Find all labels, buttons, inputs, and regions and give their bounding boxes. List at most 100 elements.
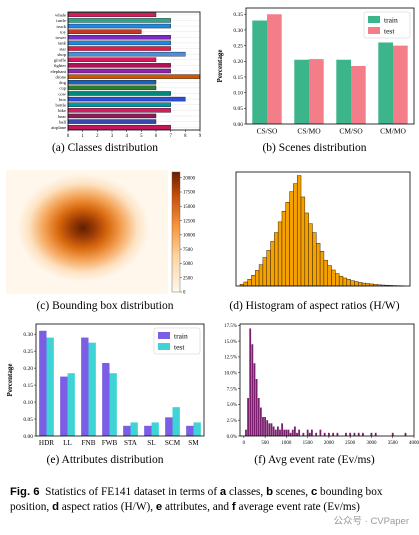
- event-rate-bar: [279, 429, 281, 436]
- bounding-box-heatmap: 0 2500 5000 7500 10000 12500 15000 17500 20000: [6, 170, 196, 296]
- category-label-HDR: HDR: [39, 439, 54, 447]
- x-tick-label: 500: [261, 441, 269, 446]
- histogram-bar: [312, 232, 317, 287]
- bar-test-CM/MO: [393, 45, 408, 124]
- figure-label: Fig. 6: [10, 486, 40, 498]
- event-rate-bar: [345, 432, 347, 436]
- category-label-bear: bear: [58, 114, 66, 119]
- bar-bike: [67, 108, 171, 113]
- caption-panel-letter: c: [310, 486, 318, 498]
- bar-test-SL: [151, 422, 159, 436]
- event-rate-bar: [247, 398, 249, 436]
- x-tick-label: 3500: [388, 441, 399, 446]
- y-tick-label: 17.5%: [224, 324, 237, 329]
- histogram-bar: [304, 212, 309, 287]
- event-rate-bar: [296, 432, 298, 436]
- histogram-bar: [281, 210, 286, 287]
- event-rate-bar: [272, 426, 275, 436]
- bar-bear: [67, 113, 157, 119]
- colorbar-tick-label: 15000: [183, 205, 196, 210]
- event-rate-bar: [328, 432, 330, 436]
- axes-frame: [245, 7, 415, 125]
- bar-bottle: [67, 102, 171, 107]
- bar-cow: [67, 91, 171, 96]
- event-rate-bar: [257, 398, 260, 436]
- event-rate-bar: [262, 417, 264, 436]
- bar-drone: [67, 74, 201, 79]
- histogram-bar: [243, 281, 248, 287]
- bar-turtle: [67, 18, 171, 23]
- figure-caption-text: Statistics of FE141 dataset in terms of …: [10, 486, 383, 513]
- event-rate-bar: [245, 429, 247, 436]
- bar-test-SCM: [172, 407, 180, 436]
- event-rate-bar: [404, 432, 407, 436]
- x-tick-label: 4000: [409, 441, 419, 446]
- x-tick-label: 2: [96, 134, 99, 139]
- event-rate-bar: [249, 328, 252, 436]
- legend-label-train: train: [174, 332, 188, 341]
- x-tick-label: 1: [81, 134, 84, 139]
- bar-train-FWB: [102, 363, 110, 436]
- category-label-drone: drone: [56, 74, 66, 79]
- event-rate-bar: [268, 423, 271, 436]
- category-label-toy: toy: [60, 29, 67, 34]
- histogram-bar: [335, 273, 340, 287]
- event-rate-bar: [298, 429, 301, 436]
- event-rate-bar: [391, 432, 394, 436]
- y-tick-label: 0.00: [23, 434, 33, 440]
- event-rate-bar: [306, 429, 309, 436]
- y-tick-label: 0.25: [233, 44, 243, 50]
- colorbar-tick-label: 17500: [183, 191, 196, 196]
- histogram-bar: [274, 232, 279, 287]
- event-rate-bar: [289, 432, 292, 436]
- event-rate-bar: [259, 407, 262, 436]
- caption-segment: aspect ratios (H/W),: [58, 500, 156, 513]
- histogram-bar: [350, 280, 355, 287]
- event-rate-bar: [357, 432, 360, 436]
- bar-train-CS/MO: [294, 59, 309, 124]
- event-rate-bar: [308, 432, 311, 436]
- y-tick-label: 0.35: [233, 12, 243, 18]
- caption-f: (f) Avg event rate (Ev/ms): [254, 454, 375, 466]
- y-tick-label: 0.20: [23, 366, 33, 372]
- caption-segment: bounding box position,: [10, 486, 383, 513]
- category-label-fighter: fighter: [54, 63, 67, 68]
- caption-b: (b) Scenes distribution: [262, 142, 367, 154]
- legend-swatch-test: [368, 27, 380, 34]
- histogram-bar: [300, 196, 306, 287]
- colorbar-tick-label: 2500: [183, 276, 193, 281]
- caption-c: (c) Bounding box distribution: [36, 300, 174, 312]
- bar-test-FNB: [88, 342, 96, 436]
- event-rate-bar: [266, 420, 269, 436]
- event-rate-chart: 0.0% 2.5% 5.0% 7.5% 10.0% 12.5% 15.0% 17.5% 0 500…: [224, 323, 419, 446]
- bar-cup: [67, 85, 157, 91]
- bar-train-HDR: [39, 330, 47, 436]
- caption-panel-letter: d: [52, 500, 59, 513]
- x-tick-label: 1500: [303, 441, 314, 446]
- x-tick-label: 0: [243, 441, 246, 446]
- bar-tower: [67, 35, 171, 40]
- event-rate-bar: [293, 426, 296, 436]
- histogram-bar: [255, 270, 260, 287]
- histogram-bar: [346, 279, 351, 287]
- bar-train-LL: [60, 376, 68, 436]
- histogram-bar: [316, 243, 321, 287]
- legend-swatch-train: [368, 16, 380, 23]
- x-tick-label: 9: [199, 134, 202, 139]
- x-tick-label: 3: [111, 134, 114, 139]
- y-tick-label: 0.30: [233, 28, 243, 34]
- bar-tank: [67, 40, 171, 46]
- event-rate-bar: [291, 429, 294, 436]
- category-label-cup: cup: [59, 86, 66, 91]
- x-tick-label: 2500: [345, 441, 356, 446]
- histogram-bar: [354, 281, 359, 287]
- bar-test-STA: [130, 422, 138, 436]
- category-label-SCM: SCM: [165, 439, 181, 447]
- category-label-SL: SL: [147, 439, 155, 447]
- category-label-FNB: FNB: [82, 439, 96, 447]
- category-label-bottle: bottle: [56, 103, 66, 108]
- bar-whale: [67, 12, 157, 18]
- histogram-bar: [289, 191, 294, 287]
- bar-elephant: [67, 68, 171, 74]
- bar-train-SCM: [165, 417, 173, 436]
